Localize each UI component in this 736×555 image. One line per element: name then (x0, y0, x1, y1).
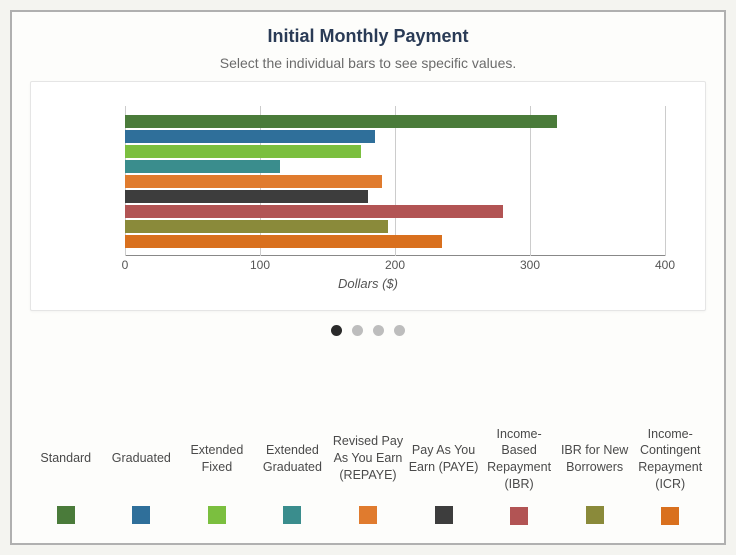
legend-item[interactable]: Income-Based Repayment (IBR) (483, 426, 555, 526)
chart-bar[interactable] (125, 220, 388, 233)
legend-label: IBR for New Borrowers (559, 426, 631, 492)
x-tick-label: 200 (385, 258, 405, 272)
legend-swatch (435, 506, 453, 524)
chart-bar[interactable] (125, 115, 557, 128)
legend: Standard GraduatedExtended FixedExtended … (30, 426, 706, 526)
chart-title: Initial Monthly Payment (30, 26, 706, 47)
legend-swatch (510, 507, 528, 525)
legend-label: Income-Contingent Repayment (ICR) (634, 426, 706, 494)
legend-item[interactable]: Standard (30, 426, 102, 524)
x-tick-label: 400 (655, 258, 675, 272)
x-tick-label: 300 (520, 258, 540, 272)
legend-item[interactable]: Income-Contingent Repayment (ICR) (634, 426, 706, 526)
pager-dot[interactable] (352, 325, 363, 336)
legend-item[interactable]: Graduated (106, 426, 178, 524)
chart-bar[interactable] (125, 145, 361, 158)
legend-label: Extended Fixed (181, 426, 253, 492)
x-tick-label: 100 (250, 258, 270, 272)
grid-line (395, 106, 396, 256)
pager-dot[interactable] (331, 325, 342, 336)
pager (30, 325, 706, 336)
legend-swatch (283, 506, 301, 524)
legend-swatch (661, 507, 679, 525)
x-tick-label: 0 (122, 258, 129, 272)
x-tick-labels: 0100200300400 (125, 256, 665, 274)
legend-swatch (586, 506, 604, 524)
chart-bar[interactable] (125, 160, 280, 173)
grid-line (530, 106, 531, 256)
legend-label: Standard (40, 426, 91, 492)
chart-bar[interactable] (125, 190, 368, 203)
legend-label: Extended Graduated (257, 426, 329, 492)
chart-card: 0 100 200 300 400 Dollars ($) (30, 81, 706, 311)
legend-swatch (208, 506, 226, 524)
legend-item[interactable]: Revised Pay As You Earn (REPAYE) (332, 426, 404, 524)
chart-bar[interactable] (125, 175, 382, 188)
legend-swatch (132, 506, 150, 524)
legend-item[interactable]: Extended Fixed (181, 426, 253, 524)
chart-panel: Initial Monthly Payment Select the indiv… (10, 10, 726, 545)
chart-bar[interactable] (125, 235, 442, 248)
chart-bar[interactable] (125, 130, 375, 143)
chart-bar[interactable] (125, 205, 503, 218)
plot-area (125, 106, 665, 256)
grid-line (665, 106, 666, 256)
legend-swatch (57, 506, 75, 524)
legend-item[interactable]: Pay As You Earn (PAYE) (408, 426, 480, 524)
legend-label: Pay As You Earn (PAYE) (408, 426, 480, 492)
chart-subtitle: Select the individual bars to see specif… (30, 55, 706, 71)
legend-label: Income-Based Repayment (IBR) (483, 426, 555, 494)
pager-dot[interactable] (373, 325, 384, 336)
x-axis-label: Dollars ($) (61, 276, 675, 291)
legend-label: Graduated (112, 426, 171, 492)
legend-item[interactable]: Extended Graduated (257, 426, 329, 524)
legend-item[interactable]: IBR for New Borrowers (559, 426, 631, 524)
legend-swatch (359, 506, 377, 524)
pager-dot[interactable] (394, 325, 405, 336)
legend-label: Revised Pay As You Earn (REPAYE) (332, 426, 404, 492)
